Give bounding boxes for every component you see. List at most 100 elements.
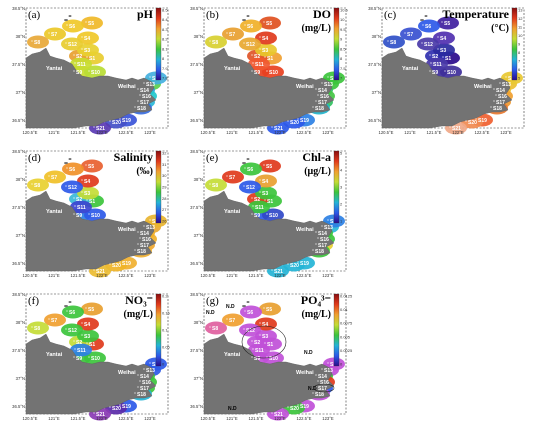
- blob-s8: [205, 178, 227, 192]
- station-label-s1: S1: [89, 56, 95, 62]
- blob-s3: [77, 329, 99, 343]
- map-a: S1S2S3S4S5S6S7S8S9S10S11S12S13S14S15S16S…: [12, 6, 168, 135]
- station-dot: [259, 179, 261, 181]
- lon-tick: 123°E: [322, 130, 334, 135]
- lat-tick: 37.5°N: [190, 348, 203, 353]
- station-dot: [143, 368, 145, 370]
- station-dot: [315, 88, 317, 90]
- station-dot: [287, 406, 289, 408]
- colorbar-tick: 8: [518, 50, 521, 55]
- station-label-s12: S12: [68, 185, 77, 191]
- station-label-s7: S7: [229, 318, 235, 324]
- colorbar-tick: 31: [162, 162, 167, 167]
- station-dot: [85, 307, 87, 309]
- map-g: S1S2S3S4S5S6S7S8S9S10S11S12S13S14S15S16S…: [190, 292, 353, 421]
- lat-tick: 37.5°N: [368, 62, 381, 67]
- colorbar-tick: 0.1: [162, 328, 168, 333]
- city-yantai: Yantai: [224, 66, 241, 72]
- blob-s10: [84, 208, 106, 222]
- station-dot: [93, 269, 95, 271]
- station-dot: [209, 183, 211, 185]
- lat-tick: 38°N: [194, 177, 203, 182]
- panel-title: DO: [313, 7, 331, 21]
- station-label-s2: S2: [254, 54, 260, 60]
- station-label-s16: S16: [142, 380, 151, 386]
- station-label-s8: S8: [34, 40, 40, 46]
- nd-label: N.D: [304, 350, 313, 356]
- station-dot: [264, 342, 266, 344]
- blob-s5: [259, 159, 281, 173]
- station-label-s12: S12: [68, 328, 77, 334]
- station-label-s5: S5: [266, 307, 272, 313]
- blob-s5: [259, 16, 281, 30]
- station-label-s11: S11: [77, 205, 86, 211]
- lon-tick: 123°E: [144, 130, 156, 135]
- station-label-s19: S19: [122, 404, 131, 410]
- station-dot: [251, 356, 253, 358]
- lat-tick: 36.5°N: [12, 404, 25, 409]
- station-label-s10: S10: [91, 70, 100, 76]
- station-label-s16: S16: [320, 94, 329, 100]
- station-label-s7: S7: [407, 32, 413, 38]
- panel-unit: (‰): [136, 166, 153, 177]
- island: [246, 301, 250, 303]
- colorbar-tick: 0.05: [162, 345, 171, 350]
- station-labels: S1S2S3S4S5S6S7S8S9S10S11S12S13S14S15S16S…: [31, 21, 161, 132]
- blob-s11: [426, 57, 448, 71]
- station-dot: [252, 62, 254, 64]
- station-label-s4: S4: [84, 36, 90, 42]
- station-dot: [119, 261, 121, 263]
- map-e: S1S2S3S4S5S6S7S8S9S10S11S12S13S14S15S16S…: [190, 149, 347, 278]
- lon-tick: 120.5°E: [201, 273, 216, 278]
- blob-s4: [255, 174, 277, 188]
- station-label-s12: S12: [246, 185, 255, 191]
- station-label-s21: S21: [96, 269, 105, 275]
- colorbar-tick: 5: [518, 76, 521, 81]
- station-dot: [65, 42, 67, 44]
- station-dot: [421, 42, 423, 44]
- station-dot: [315, 100, 317, 102]
- map-b: S1S2S3S4S5S6S7S8S9S10S11S12S13S14S15S16S…: [190, 6, 348, 135]
- station-dot: [88, 356, 90, 358]
- lon-tick: 122°E: [96, 130, 108, 135]
- colorbar-tick: 1: [340, 219, 343, 224]
- station-dot: [327, 362, 329, 364]
- station-dot: [93, 126, 95, 128]
- station-dot: [81, 322, 83, 324]
- colorbar-tick: 26: [162, 219, 167, 224]
- station-label-s10: S10: [269, 70, 278, 76]
- station-dot: [251, 340, 253, 342]
- blob-s7: [44, 170, 66, 184]
- station-dot: [73, 213, 75, 215]
- lon-tick: 121°E: [48, 273, 60, 278]
- colorbar-tick: 8: [340, 56, 343, 61]
- city-weihai: Weihai: [118, 84, 136, 90]
- station-label-s9: S9: [254, 70, 260, 76]
- station-dot: [264, 199, 266, 201]
- colorbar-tick: 8: [162, 56, 165, 61]
- panel-d: S1S2S3S4S5S6S7S8S9S10S11S12S13S14S15S16S…: [8, 147, 180, 281]
- island: [424, 15, 428, 17]
- lon-tick: 121.5°E: [71, 273, 86, 278]
- lon-tick: 123°E: [144, 273, 156, 278]
- station-label-s4: S4: [262, 36, 268, 42]
- lat-tick: 37°N: [16, 233, 25, 238]
- colorbar-tick: 0: [162, 362, 165, 367]
- blob-s4: [77, 174, 99, 188]
- station-dot: [499, 82, 501, 84]
- station-label-s1: S1: [445, 56, 451, 62]
- station-label-s5: S5: [266, 21, 272, 27]
- colorbar: [333, 150, 340, 224]
- blob-s7: [44, 27, 66, 41]
- station-dot: [143, 82, 145, 84]
- station-dot: [287, 263, 289, 265]
- station-label-s16: S16: [320, 380, 329, 386]
- blob-s8: [205, 35, 227, 49]
- blob-s12: [61, 180, 83, 194]
- station-dot: [271, 269, 273, 271]
- lat-tick: 38.5°N: [12, 292, 25, 297]
- station-dot: [252, 348, 254, 350]
- blob-s3: [255, 186, 277, 200]
- station-dot: [119, 404, 121, 406]
- city-yantai: Yantai: [46, 352, 63, 358]
